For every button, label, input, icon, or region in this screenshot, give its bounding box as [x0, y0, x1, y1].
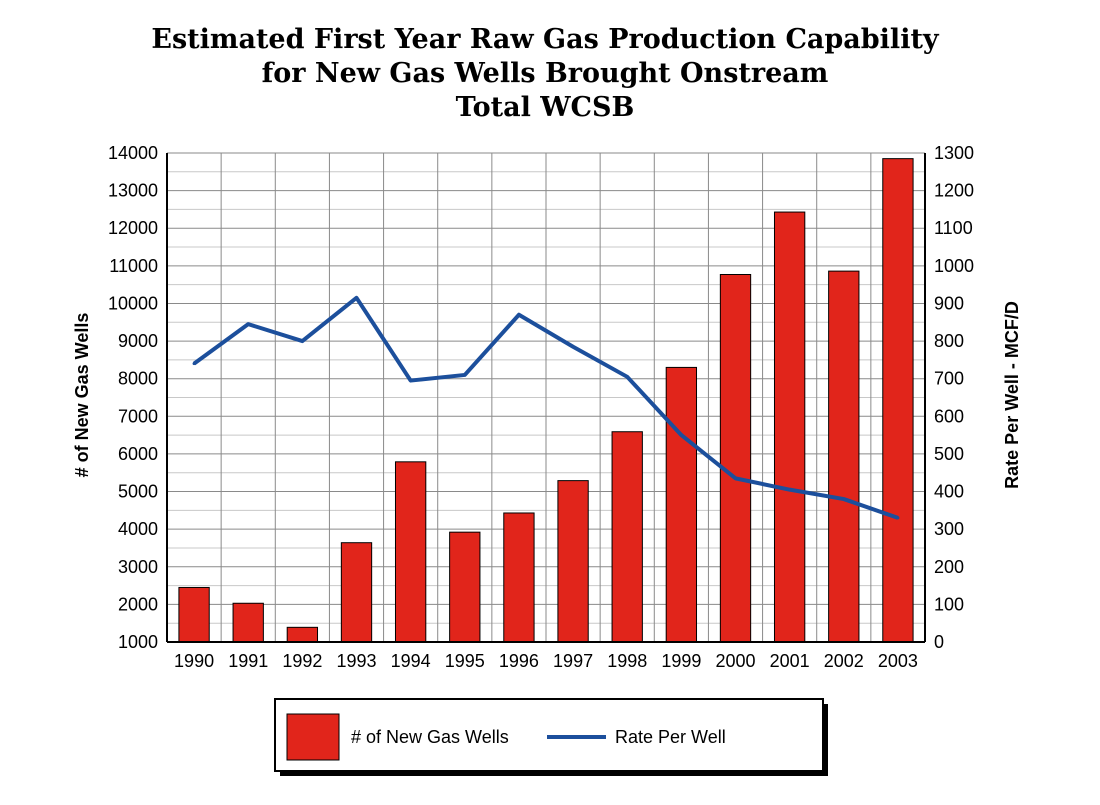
right-tick-label: 600	[934, 406, 964, 426]
x-tick-label: 1990	[174, 651, 214, 671]
chart-title: Estimated First Year Raw Gas Production …	[151, 24, 940, 55]
right-tick-label: 200	[934, 557, 964, 577]
left-tick-label: 5000	[118, 482, 158, 502]
rate-point-1990	[192, 362, 196, 366]
right-tick-label: 100	[934, 594, 964, 614]
bar-2003	[882, 158, 914, 643]
bar-1991	[232, 602, 264, 643]
right-tick-label: 1300	[934, 143, 974, 163]
left-tick-label: 11000	[109, 256, 158, 276]
x-tick-label: 2002	[824, 651, 864, 671]
right-tick-label: 500	[934, 444, 964, 464]
x-tick-label: 1996	[499, 651, 539, 671]
x-tick-label: 1997	[553, 651, 593, 671]
left-axis-ticks: 1000 2000 3000 4000 5000 6000 7000 8000 9000 1000…	[108, 143, 158, 652]
right-tick-label: 900	[934, 293, 964, 313]
left-tick-label: 1000	[118, 632, 158, 652]
x-tick-label: 2003	[878, 651, 918, 671]
chart-subtitle-line-1: for New Gas Wells Brought Onstream	[262, 58, 829, 89]
left-tick-label: 9000	[118, 331, 158, 351]
rate-point-2000	[734, 476, 737, 480]
rate-point-1994	[409, 379, 413, 383]
right-tick-label: 800	[934, 331, 964, 351]
bar-1998	[611, 431, 643, 643]
bar-1995	[449, 531, 481, 643]
x-tick-label: 1999	[661, 651, 701, 671]
right-tick-label: 700	[934, 369, 964, 389]
left-tick-label: 8000	[118, 369, 158, 389]
rate-point-2002	[842, 497, 846, 501]
rate-point-1996	[517, 313, 521, 317]
right-tick-label: 400	[934, 482, 964, 502]
right-axis-ticks: 0 100 200 300 400 500 600 700 800 900 1000 1100 1200…	[934, 143, 974, 652]
bar-1993	[340, 542, 373, 643]
left-tick-label: 4000	[118, 519, 158, 539]
left-tick-label: 6000	[118, 444, 158, 464]
chart-subtitle-line-2: Total WCSB	[456, 92, 635, 123]
rate-point-1992	[300, 339, 304, 343]
left-tick-label: 7000	[118, 406, 158, 426]
x-tick-label: 1992	[282, 651, 322, 671]
bar-2000	[719, 273, 752, 643]
left-tick-label: 3000	[118, 557, 158, 577]
right-tick-label: 0	[934, 632, 944, 652]
right-axis-label: Rate Per Well - MCF/D	[1002, 301, 1022, 489]
right-tick-label: 300	[934, 519, 964, 539]
bar-2002	[828, 270, 860, 643]
rate-point-1997	[571, 345, 575, 349]
rate-point-1999	[679, 433, 683, 437]
left-axis-label: # of New Gas Wells	[72, 313, 92, 478]
right-tick-label: 1000	[934, 256, 974, 276]
legend-bar-swatch	[286, 713, 340, 761]
x-tick-label: 1995	[445, 651, 485, 671]
left-tick-label: 14000	[108, 143, 158, 163]
rate-point-2003	[896, 516, 900, 520]
bar-1999	[665, 366, 698, 643]
line-series	[192, 295, 900, 520]
x-tick-label: 2001	[770, 651, 810, 671]
legend-line-label: Rate Per Well	[615, 727, 726, 747]
rate-point-1998	[625, 375, 629, 379]
bar-1994	[394, 461, 427, 643]
right-tick-label: 1200	[934, 181, 974, 201]
rate-per-well-line	[192, 295, 899, 520]
bar-series	[178, 158, 914, 643]
left-tick-label: 10000	[108, 293, 158, 313]
legend: # of New Gas Wells Rate Per Well	[274, 698, 828, 776]
left-tick-label: 2000	[118, 594, 158, 614]
bar-1996	[503, 512, 535, 643]
rate-point-2001	[788, 488, 792, 492]
right-tick-label: 1100	[934, 218, 973, 238]
axes	[166, 153, 926, 643]
x-axis-ticks: 1990 1991 1992 1993 1994 1995 1996 1997 1998 1999…	[174, 651, 918, 671]
bar-2001	[773, 211, 806, 643]
x-tick-label: 2000	[715, 651, 755, 671]
x-tick-label: 1998	[607, 651, 647, 671]
left-tick-label: 12000	[108, 218, 158, 238]
rate-point-1993	[355, 296, 358, 300]
left-tick-label: 13000	[108, 181, 158, 201]
x-tick-label: 1993	[336, 651, 376, 671]
bar-1990	[178, 586, 210, 643]
bar-1997	[557, 480, 589, 643]
rate-point-1991	[246, 322, 250, 326]
x-tick-label: 1994	[391, 651, 431, 671]
legend-bar-label: # of New Gas Wells	[351, 727, 509, 747]
bar-1992	[286, 626, 319, 643]
x-tick-label: 1991	[228, 651, 268, 671]
rate-point-1995	[463, 373, 467, 377]
